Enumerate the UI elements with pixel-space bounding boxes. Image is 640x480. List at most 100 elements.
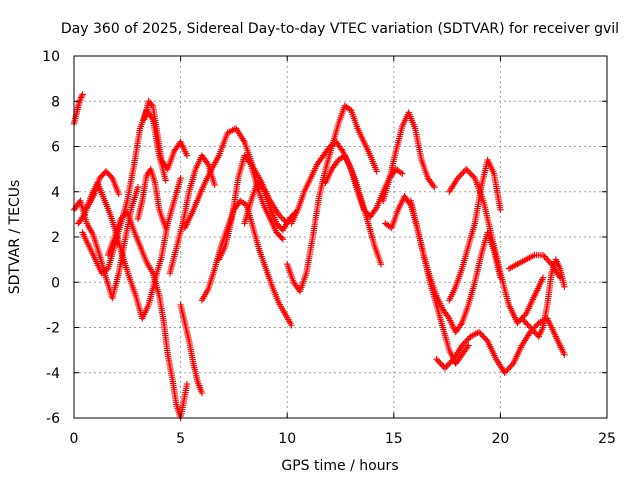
y-axis-title: SDTVAR / TECUs xyxy=(7,180,23,295)
data-point xyxy=(544,256,551,263)
data-point xyxy=(464,343,471,351)
x-tick-label: 0 xyxy=(70,431,79,447)
data-point xyxy=(508,362,515,369)
data-point xyxy=(505,365,513,372)
data-point xyxy=(431,184,438,191)
data-point xyxy=(279,236,287,243)
data-point xyxy=(198,389,206,397)
data-point xyxy=(525,322,533,330)
data-point xyxy=(460,168,467,176)
series-arc-07 xyxy=(134,165,169,232)
data-point xyxy=(288,322,295,329)
data-point xyxy=(532,322,540,330)
data-point xyxy=(145,98,152,105)
x-tick-label: 20 xyxy=(491,431,509,447)
data-point xyxy=(460,340,467,348)
series-arc-25 xyxy=(505,251,564,281)
data-point xyxy=(464,167,471,174)
data-point xyxy=(259,184,266,192)
data-point xyxy=(162,224,169,232)
data-point xyxy=(79,91,86,98)
data-point xyxy=(514,319,521,327)
y-tick-label: 8 xyxy=(51,94,60,110)
data-point xyxy=(146,99,154,106)
series-arc-22 xyxy=(446,156,504,304)
y-tick-label: 2 xyxy=(51,230,60,246)
data-point xyxy=(211,181,218,189)
series-arc-20 xyxy=(407,197,504,336)
y-tick-label: 4 xyxy=(51,185,60,201)
data-point xyxy=(430,182,437,189)
data-point xyxy=(434,357,442,364)
series-arc-23 xyxy=(446,165,547,327)
x-tick-label: 5 xyxy=(176,431,185,447)
series-arc-06 xyxy=(104,208,191,422)
data-point xyxy=(77,94,85,101)
data-point xyxy=(556,274,564,281)
y-tick-label: -4 xyxy=(46,366,60,382)
data-point xyxy=(463,165,470,173)
data-point xyxy=(246,159,254,167)
data-point xyxy=(478,331,486,339)
x-tick-label: 10 xyxy=(278,431,296,447)
data-point xyxy=(501,369,508,376)
data-point xyxy=(372,205,379,213)
data-point xyxy=(521,312,528,319)
data-point xyxy=(463,337,470,345)
data-point xyxy=(468,171,476,179)
data-point xyxy=(183,380,191,388)
data-point xyxy=(545,257,552,265)
series-arc-14 xyxy=(241,179,299,234)
series-arc-01 xyxy=(70,91,86,128)
data-point xyxy=(443,363,450,370)
data-point xyxy=(561,283,568,290)
data-point xyxy=(204,159,211,167)
data-point xyxy=(447,358,454,366)
x-tick-labels: 0 5 10 15 20 25 xyxy=(70,431,616,447)
data-point xyxy=(448,357,456,364)
data-point xyxy=(515,318,523,325)
data-point xyxy=(465,168,473,176)
data-point xyxy=(531,328,538,336)
series-arc-05 xyxy=(83,168,122,211)
data-point xyxy=(542,254,550,262)
data-point xyxy=(279,215,287,223)
data-point xyxy=(177,174,184,182)
data-point xyxy=(457,321,465,328)
data-point xyxy=(107,173,115,181)
y-tick-label: 6 xyxy=(51,140,60,156)
data-point xyxy=(437,360,444,367)
data-point xyxy=(183,152,191,159)
data-point xyxy=(458,342,466,349)
data-point xyxy=(522,319,530,327)
data-point xyxy=(115,190,122,198)
data-point xyxy=(507,363,514,370)
y-tick-labels: -6 -4 -2 0 2 4 6 8 10 xyxy=(42,49,60,427)
data-point xyxy=(278,234,285,242)
data-point xyxy=(377,260,385,268)
data-point xyxy=(438,362,446,369)
data-point xyxy=(457,171,464,179)
data-point xyxy=(521,318,528,325)
data-point xyxy=(541,253,548,260)
data-point xyxy=(444,362,452,369)
data-point xyxy=(446,360,453,367)
data-point xyxy=(561,351,568,358)
data-point xyxy=(77,95,84,103)
data-point xyxy=(433,355,440,363)
series-arc-24 xyxy=(518,256,568,340)
data-point xyxy=(275,211,282,218)
data-point xyxy=(529,327,537,334)
data-point xyxy=(441,365,449,372)
data-point xyxy=(527,324,534,331)
data-point xyxy=(546,259,554,266)
chart-title: Day 360 of 2025, Sidereal Day-to-day VTE… xyxy=(61,21,619,37)
data-point xyxy=(455,173,463,180)
data-point xyxy=(276,212,284,220)
data-point xyxy=(444,313,452,321)
data-point xyxy=(134,184,142,191)
series-arc-10 xyxy=(177,301,206,397)
data-point xyxy=(162,177,169,184)
data-point xyxy=(399,170,406,177)
